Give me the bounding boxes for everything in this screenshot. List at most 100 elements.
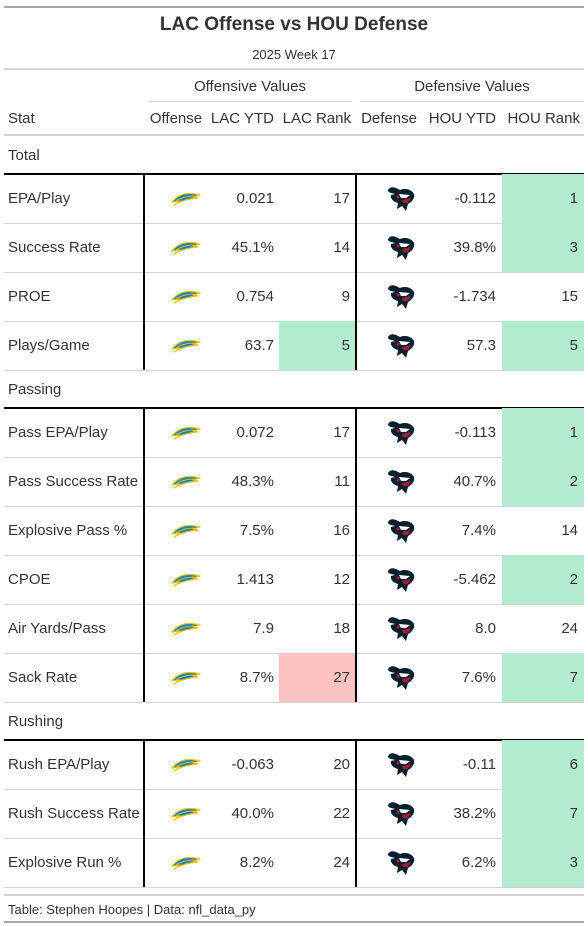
stat-label: Rush EPA/Play <box>8 756 110 773</box>
table-row: CPOE 1.413 12 -5.462 2 <box>4 555 584 605</box>
defense-logo <box>386 332 416 365</box>
texans-bull-icon <box>388 236 415 260</box>
offense-logo <box>171 289 201 310</box>
off-rank-value: 11 <box>334 473 350 490</box>
def-rank-value: 6 <box>569 756 578 773</box>
stat-label: PROE <box>8 288 51 305</box>
texans-bull-icon <box>388 802 415 826</box>
col-header-off-rank: LAC Rank <box>282 110 351 127</box>
defense-logo <box>386 517 416 550</box>
column-divider <box>143 408 145 702</box>
defense-logo <box>386 185 416 218</box>
texans-bull-icon <box>388 568 415 592</box>
defense-logo <box>386 751 416 784</box>
col-header-def-ytd: HOU YTD <box>428 110 496 127</box>
def-ytd-value: 57.3 <box>466 337 496 354</box>
off-ytd-value: 1.413 <box>236 571 274 588</box>
offense-logo <box>171 474 201 495</box>
off-ytd-value: 7.9 <box>253 620 274 637</box>
column-divider <box>143 740 145 887</box>
off-rank-value: 12 <box>333 571 350 588</box>
column-divider <box>355 408 357 702</box>
def-ytd-value: -1.734 <box>453 288 496 305</box>
def-rank-value: 1 <box>569 424 578 441</box>
stat-label: Plays/Game <box>8 337 90 354</box>
chargers-bolt-icon <box>171 192 201 206</box>
chargers-bolt-icon <box>171 339 201 353</box>
offense-logo <box>171 338 201 359</box>
top-rule <box>4 6 584 8</box>
spanner-offense-line <box>148 101 352 102</box>
header-rule <box>4 68 584 70</box>
table-row: Pass Success Rate 48.3% 11 40.7% 2 <box>4 457 584 507</box>
chargers-bolt-icon <box>171 671 201 685</box>
table-title: LAC Offense vs HOU Defense <box>159 14 429 35</box>
def-ytd-value: -0.11 <box>462 756 496 773</box>
def-ytd-value: 6.2% <box>461 854 496 871</box>
texans-bull-icon <box>388 421 415 445</box>
def-rank-highlight <box>502 838 584 887</box>
def-rank-highlight <box>502 174 584 223</box>
texans-bull-icon <box>388 470 415 494</box>
def-rank-highlight <box>502 789 584 838</box>
table-row: Pass EPA/Play 0.072 17 -0.113 1 <box>4 408 584 458</box>
def-ytd-value: 7.4% <box>461 522 496 539</box>
column-header-rule <box>4 134 584 136</box>
def-rank-highlight <box>502 223 584 272</box>
def-rank-value: 14 <box>561 522 578 539</box>
def-ytd-value: -0.113 <box>454 424 496 441</box>
chargers-bolt-icon <box>171 241 201 255</box>
stat-label: EPA/Play <box>8 190 71 207</box>
stat-label: Sack Rate <box>8 669 78 686</box>
spanner-defense-line <box>360 101 584 102</box>
off-rank-value: 5 <box>341 337 350 354</box>
off-rank-value: 18 <box>333 620 350 637</box>
def-rank-value: 3 <box>569 239 578 256</box>
offense-logo <box>171 757 201 778</box>
defense-logo <box>386 234 416 267</box>
chargers-bolt-icon <box>171 290 201 304</box>
group-separator <box>4 739 584 741</box>
texans-bull-icon <box>388 851 415 875</box>
chargers-bolt-icon <box>171 856 201 870</box>
group-separator <box>4 407 584 409</box>
chargers-bolt-icon <box>171 758 201 772</box>
texans-bull-icon <box>388 334 415 358</box>
offense-logo <box>171 425 201 446</box>
table-source-note: Table: Stephen Hoopes | Data: nfl_data_p… <box>8 902 256 917</box>
def-rank-highlight <box>502 740 584 789</box>
stat-label: Pass Success Rate <box>8 473 139 490</box>
def-rank-highlight <box>502 321 584 370</box>
off-rank-value: 22 <box>333 805 350 822</box>
table-row: Rush Success Rate 40.0% 22 38.2% 7 <box>4 789 584 839</box>
def-rank-value: 3 <box>569 854 578 871</box>
offense-logo <box>171 670 201 691</box>
offense-logo <box>171 240 201 261</box>
off-rank-value: 20 <box>333 756 350 773</box>
off-ytd-value: 45.1% <box>231 239 274 256</box>
off-rank-value: 24 <box>333 854 350 871</box>
table-row: Plays/Game 63.7 5 57.3 5 <box>4 321 584 371</box>
texans-bull-icon <box>388 187 415 211</box>
defense-logo <box>386 664 416 697</box>
stat-label: Pass EPA/Play <box>8 424 108 441</box>
bottom-rule <box>4 894 584 896</box>
table-subtitle: 2025 Week 17 <box>252 47 336 62</box>
chargers-bolt-icon <box>171 475 201 489</box>
stat-label: Rush Success Rate <box>8 805 140 822</box>
chargers-bolt-icon <box>171 426 201 440</box>
offense-logo <box>171 191 201 212</box>
stat-label: Explosive Run % <box>8 854 122 871</box>
def-rank-highlight <box>502 457 584 506</box>
texans-bull-icon <box>388 617 415 641</box>
stat-label: Explosive Pass % <box>8 522 128 539</box>
off-rank-highlight <box>279 653 355 702</box>
row-group-label: Passing <box>8 381 62 398</box>
def-ytd-value: 39.8% <box>453 239 496 256</box>
off-ytd-value: 8.2% <box>239 854 274 871</box>
defense-logo <box>386 800 416 833</box>
off-rank-value: 27 <box>333 669 350 686</box>
table-row: EPA/Play 0.021 17 -0.112 1 <box>4 174 584 224</box>
defense-logo <box>386 419 416 452</box>
